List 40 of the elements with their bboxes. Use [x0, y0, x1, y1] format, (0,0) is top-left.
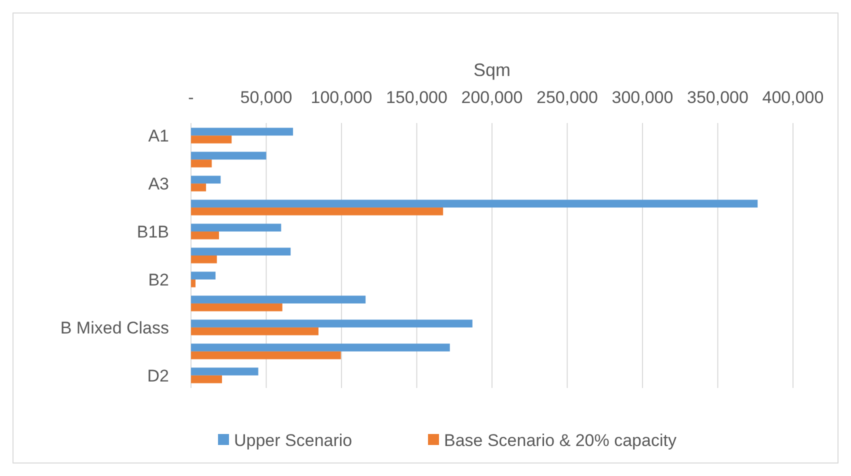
y-tick-label: B Mixed Class — [60, 318, 169, 338]
y-tick-label: A3 — [148, 174, 169, 194]
x-tick-label: 100,000 — [310, 88, 372, 107]
bar — [191, 128, 294, 136]
bar — [191, 296, 366, 304]
bar — [191, 152, 266, 160]
bar — [191, 375, 222, 384]
x-tick-label: 250,000 — [536, 88, 598, 107]
bar — [191, 224, 282, 232]
bar — [191, 351, 341, 360]
bar — [191, 232, 219, 240]
bar — [191, 272, 216, 280]
x-tick-label: 350,000 — [687, 88, 748, 107]
bar — [191, 136, 232, 144]
bar — [191, 320, 472, 328]
y-tick-label: D2 — [147, 366, 169, 386]
bar — [191, 303, 282, 312]
x-tick-label: 150,000 — [386, 88, 448, 107]
y-tick-label: B2 — [148, 270, 169, 290]
bar — [191, 327, 318, 336]
y-tick-label: A1 — [148, 126, 169, 146]
bar — [191, 208, 444, 216]
x-tick-label: 400,000 — [762, 88, 824, 107]
bar — [191, 279, 196, 288]
x-tick-label: 300,000 — [612, 88, 674, 107]
x-tick-label: 200,000 — [461, 88, 523, 107]
bar — [191, 256, 217, 264]
bar — [191, 344, 450, 352]
bar — [191, 176, 221, 184]
bar — [191, 160, 212, 168]
bar — [191, 200, 758, 208]
bar — [191, 368, 258, 376]
x-axis-title: Sqm — [473, 60, 511, 80]
bar — [191, 184, 206, 192]
y-tick-label: B1B — [136, 222, 169, 242]
legend-label: Upper Scenario — [234, 430, 352, 450]
legend-label: Base Scenario & 20% capacity — [444, 430, 677, 450]
bar — [191, 248, 291, 256]
x-tick-label: - — [188, 88, 194, 107]
x-tick-label: 50,000 — [240, 88, 292, 107]
